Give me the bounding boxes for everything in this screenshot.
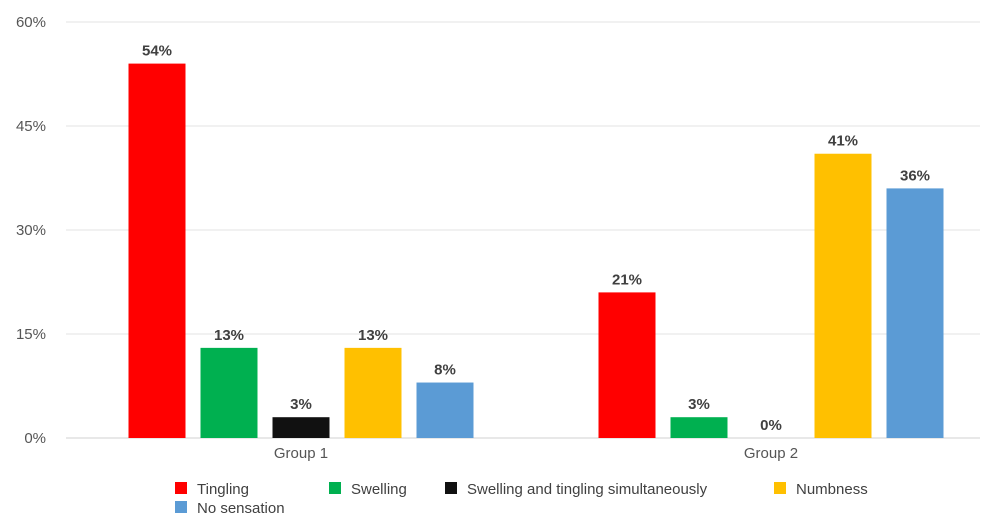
legend-label: Numbness	[796, 481, 868, 498]
bar	[200, 347, 258, 438]
x-category-label: Group 2	[744, 445, 798, 462]
legend-label: No sensation	[197, 500, 285, 516]
legend-swatch	[175, 501, 187, 513]
data-label: 3%	[688, 396, 710, 413]
data-label: 13%	[358, 327, 388, 344]
bar	[128, 63, 186, 438]
legend-item: Swelling and tingling simultaneously	[445, 481, 708, 498]
legend-item: No sensation	[175, 500, 285, 516]
legend-swatch	[445, 482, 457, 494]
y-tick-label: 30%	[16, 222, 46, 239]
data-label: 21%	[612, 271, 642, 288]
legend-item: Swelling	[329, 481, 407, 498]
bar	[598, 292, 656, 438]
bar	[416, 382, 474, 438]
bars: 54% 13% 3% 13% 8% 21% 3% 0% 41% 36%	[128, 43, 944, 438]
legend-swatch	[175, 482, 187, 494]
bar	[344, 347, 402, 438]
bar	[670, 417, 728, 438]
legend-swatch	[774, 482, 786, 494]
bar	[272, 417, 330, 438]
x-category-label: Group 1	[274, 445, 328, 462]
legend-item: Tingling	[175, 481, 249, 498]
data-label: 54%	[142, 43, 172, 60]
data-label: 13%	[214, 327, 244, 344]
legend-label: Swelling	[351, 481, 407, 498]
data-label: 3%	[290, 396, 312, 413]
y-axis: 0% 15% 30% 45% 60%	[16, 14, 46, 447]
legend: Tingling Swelling Swelling and tingling si…	[175, 481, 868, 516]
bar	[886, 188, 944, 438]
data-label: 36%	[900, 167, 930, 184]
y-tick-label: 60%	[16, 14, 46, 31]
legend-swatch	[329, 482, 341, 494]
legend-item: Numbness	[774, 481, 868, 498]
data-label: 0%	[760, 417, 782, 434]
y-tick-label: 0%	[24, 430, 46, 447]
data-label: 41%	[828, 133, 858, 150]
legend-label: Tingling	[197, 481, 249, 498]
y-tick-label: 15%	[16, 326, 46, 343]
y-tick-label: 45%	[16, 118, 46, 135]
data-label: 8%	[434, 362, 456, 379]
x-axis: Group 1 Group 2	[274, 445, 798, 462]
bar	[814, 153, 872, 438]
legend-label: Swelling and tingling simultaneously	[467, 481, 708, 498]
